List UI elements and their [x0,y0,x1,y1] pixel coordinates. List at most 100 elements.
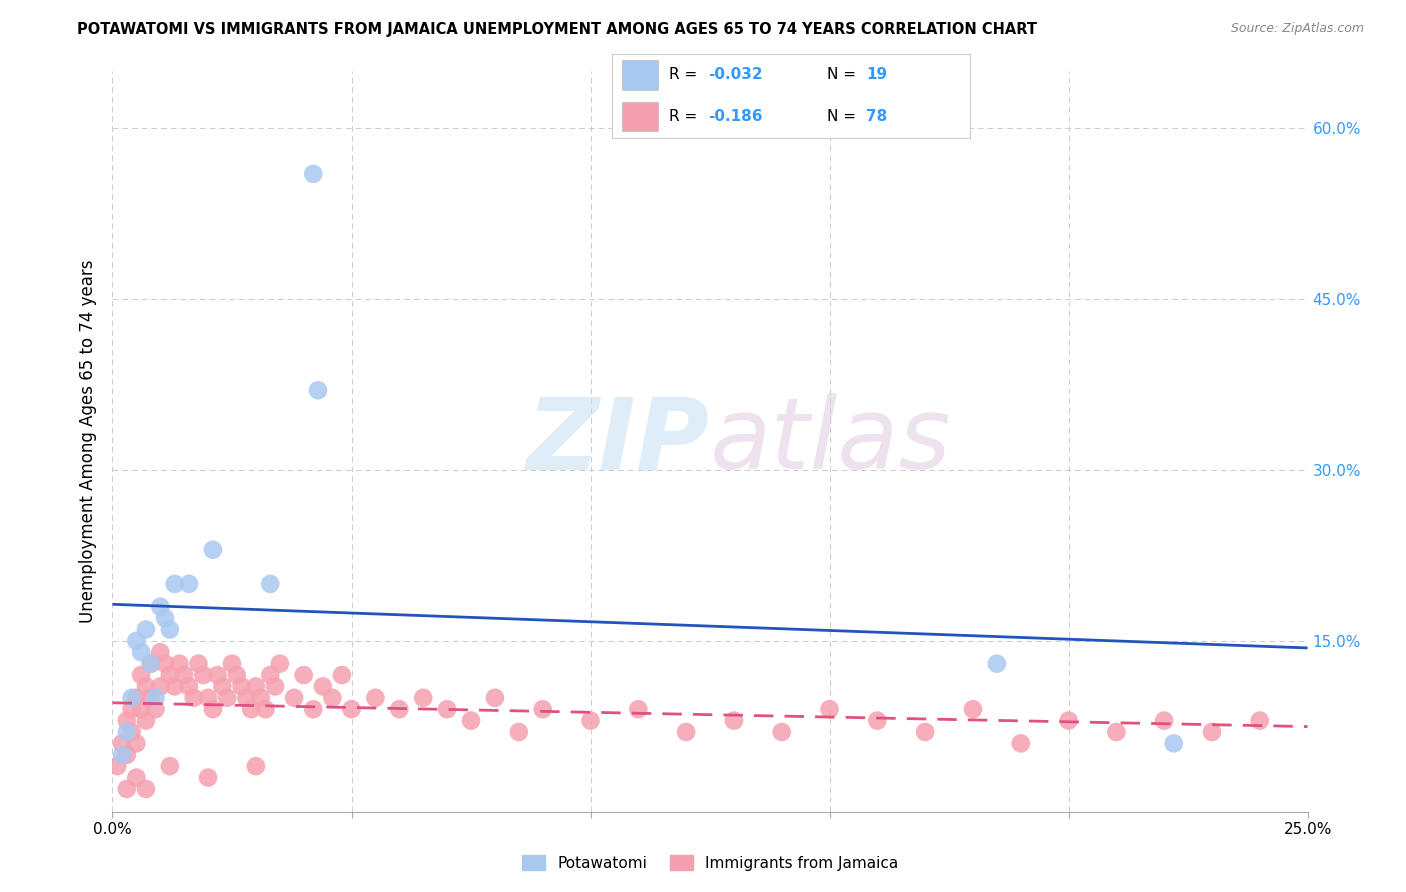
Point [292,668,315,682]
Point [163,680,186,694]
Text: 78: 78 [866,109,887,124]
Point [340,702,363,716]
Point [484,690,506,705]
Point [163,577,186,591]
Text: R =: R = [669,109,702,124]
Text: Source: ZipAtlas.com: Source: ZipAtlas.com [1230,22,1364,36]
Point [1249,714,1271,728]
Text: 19: 19 [866,67,887,82]
Point [307,384,329,398]
Point [153,657,176,671]
Point [364,690,387,705]
Point [1010,736,1032,750]
Point [283,690,305,705]
Point [201,542,224,557]
Point [235,690,257,705]
Point [177,680,200,694]
Point [177,577,200,591]
Point [245,680,267,694]
Point [111,736,134,750]
Point [412,690,434,705]
Point [531,702,554,716]
Point [153,611,176,625]
Point [770,725,793,739]
Point [111,747,134,762]
Point [139,657,162,671]
Point [1057,714,1080,728]
Point [1105,725,1128,739]
Point [914,725,936,739]
Point [211,680,233,694]
Point [866,714,889,728]
Point [121,690,143,705]
Point [818,702,841,716]
Point [312,680,335,694]
Point [135,680,157,694]
Point [193,668,215,682]
Point [125,633,148,648]
Point [436,702,458,716]
Point [135,781,157,796]
Point [225,668,247,682]
Point [105,759,128,773]
Point [159,668,181,682]
Point [962,702,984,716]
Point [129,668,152,682]
Point [115,714,138,728]
Point [302,702,325,716]
Text: R =: R = [669,67,702,82]
Y-axis label: Unemployment Among Ages 65 to 74 years: Unemployment Among Ages 65 to 74 years [79,260,97,624]
Point [201,702,224,716]
Point [249,690,271,705]
Point [197,771,219,785]
Point [115,781,138,796]
Point [207,668,229,682]
Point [121,725,143,739]
Point [149,599,172,614]
Point [125,736,148,750]
Point [723,714,745,728]
Point [1201,725,1223,739]
Point [121,702,143,716]
Text: N =: N = [827,109,860,124]
Point [259,668,281,682]
Text: -0.032: -0.032 [709,67,763,82]
Point [125,690,148,705]
Point [149,645,172,659]
Point [245,759,267,773]
Point [460,714,482,728]
Point [259,577,281,591]
Point [986,657,1008,671]
Point [579,714,602,728]
Point [221,657,243,671]
Point [145,702,167,716]
Legend: Potawatomi, Immigrants from Jamaica: Potawatomi, Immigrants from Jamaica [522,855,898,871]
FancyBboxPatch shape [623,102,658,131]
Text: ZIP: ZIP [527,393,710,490]
Point [1153,714,1175,728]
Point [269,657,291,671]
Point [197,690,219,705]
Point [159,623,181,637]
Point [627,702,650,716]
Text: POTAWATOMI VS IMMIGRANTS FROM JAMAICA UNEMPLOYMENT AMONG AGES 65 TO 74 YEARS COR: POTAWATOMI VS IMMIGRANTS FROM JAMAICA UN… [77,22,1038,37]
Point [508,725,530,739]
Text: N =: N = [827,67,860,82]
Point [139,690,162,705]
Point [139,657,162,671]
Point [149,680,172,694]
Point [129,702,152,716]
Point [264,680,287,694]
FancyBboxPatch shape [623,61,658,90]
Point [240,702,263,716]
Point [169,657,191,671]
Point [159,759,181,773]
Point [1163,736,1185,750]
Point [321,690,343,705]
Point [135,714,157,728]
Text: atlas: atlas [710,393,952,490]
Point [129,645,152,659]
Point [231,680,253,694]
Point [217,690,239,705]
Text: -0.186: -0.186 [709,109,763,124]
